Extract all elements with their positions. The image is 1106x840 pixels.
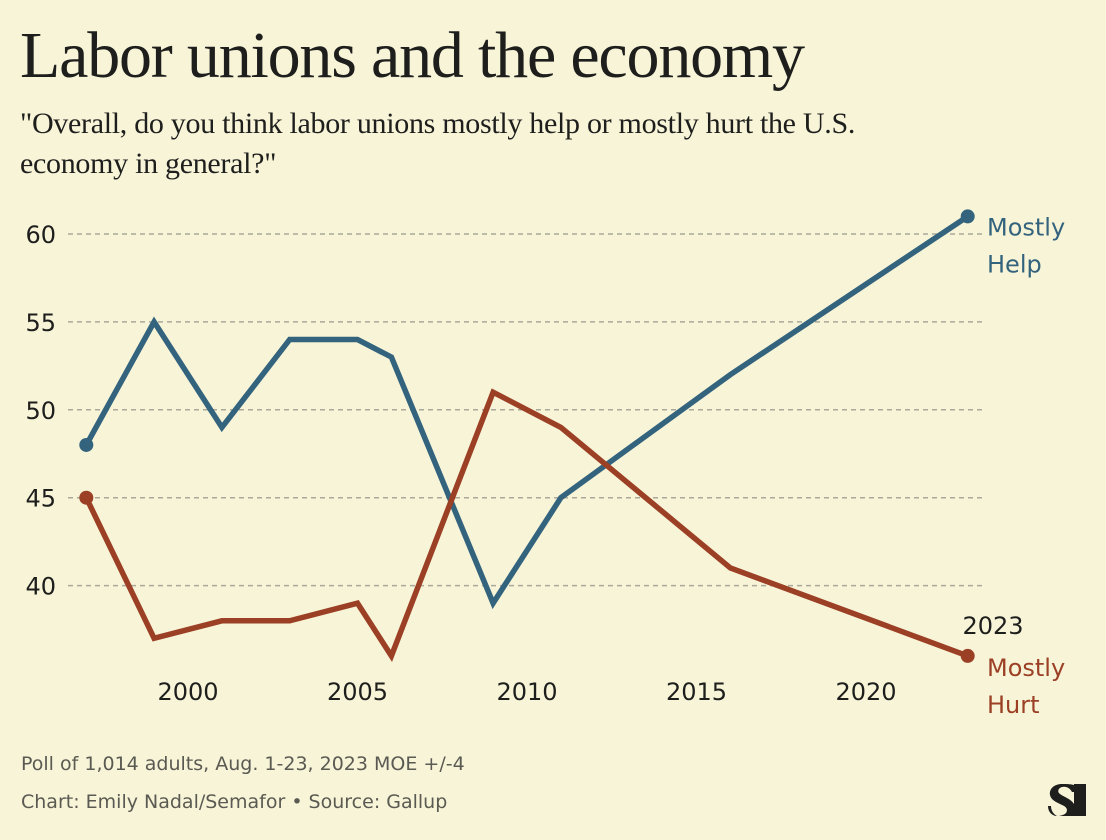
x-tick-label-2010: 2010 (496, 678, 557, 706)
x-tick-label-2005: 2005 (327, 678, 388, 706)
y-tick-label-40: 40 (25, 573, 56, 601)
x-tick-label-2000: 2000 (157, 678, 218, 706)
series-labels: Mostly Help Mostly Hurt 2023 (962, 213, 1065, 719)
end-year-annotation: 2023 (962, 612, 1023, 640)
chart-subtitle: "Overall, do you think labor unions most… (20, 104, 855, 184)
point-marker-mostly-help-2023 (960, 209, 975, 224)
point-marker-mostly-hurt-1997 (79, 490, 94, 505)
chart-title: Labor unions and the economy (20, 19, 805, 92)
y-tick-label-45: 45 (25, 485, 56, 513)
footer-note: Poll of 1,014 adults, Aug. 1-23, 2023 MO… (21, 753, 465, 775)
series-line-mostly-hurt (83, 388, 969, 662)
x-axis-ticks: 2000 2005 2010 2015 2020 (157, 678, 896, 706)
series-label-mostly-help-line-2: Help (987, 250, 1042, 278)
series-label-mostly-hurt-line-2: Hurt (987, 691, 1040, 719)
x-tick-label-2020: 2020 (835, 678, 896, 706)
y-tick-label-55: 55 (25, 309, 56, 337)
point-marker-mostly-hurt-2023 (960, 648, 975, 663)
y-axis-ticks: 40 45 50 55 60 (25, 221, 56, 601)
logo-bar (1074, 784, 1086, 816)
semafor-logo-icon (1048, 784, 1086, 816)
subtitle-line-1: "Overall, do you think labor unions most… (20, 107, 856, 140)
y-tick-label-50: 50 (25, 397, 56, 425)
series-label-mostly-hurt-line-1: Mostly (987, 654, 1065, 682)
y-tick-label-60: 60 (25, 221, 56, 249)
footer-credit: Chart: Emily Nadal/Semafor • Source: Gal… (21, 791, 448, 813)
point-marker-mostly-help-1997 (79, 437, 94, 452)
subtitle-line-2: economy in general?" (20, 147, 277, 180)
series-line-mostly-help (83, 214, 970, 610)
logo-s-shape (1048, 784, 1074, 816)
series-label-mostly-help-line-1: Mostly (987, 213, 1065, 241)
x-tick-label-2015: 2015 (666, 678, 727, 706)
series-lines (79, 209, 975, 663)
